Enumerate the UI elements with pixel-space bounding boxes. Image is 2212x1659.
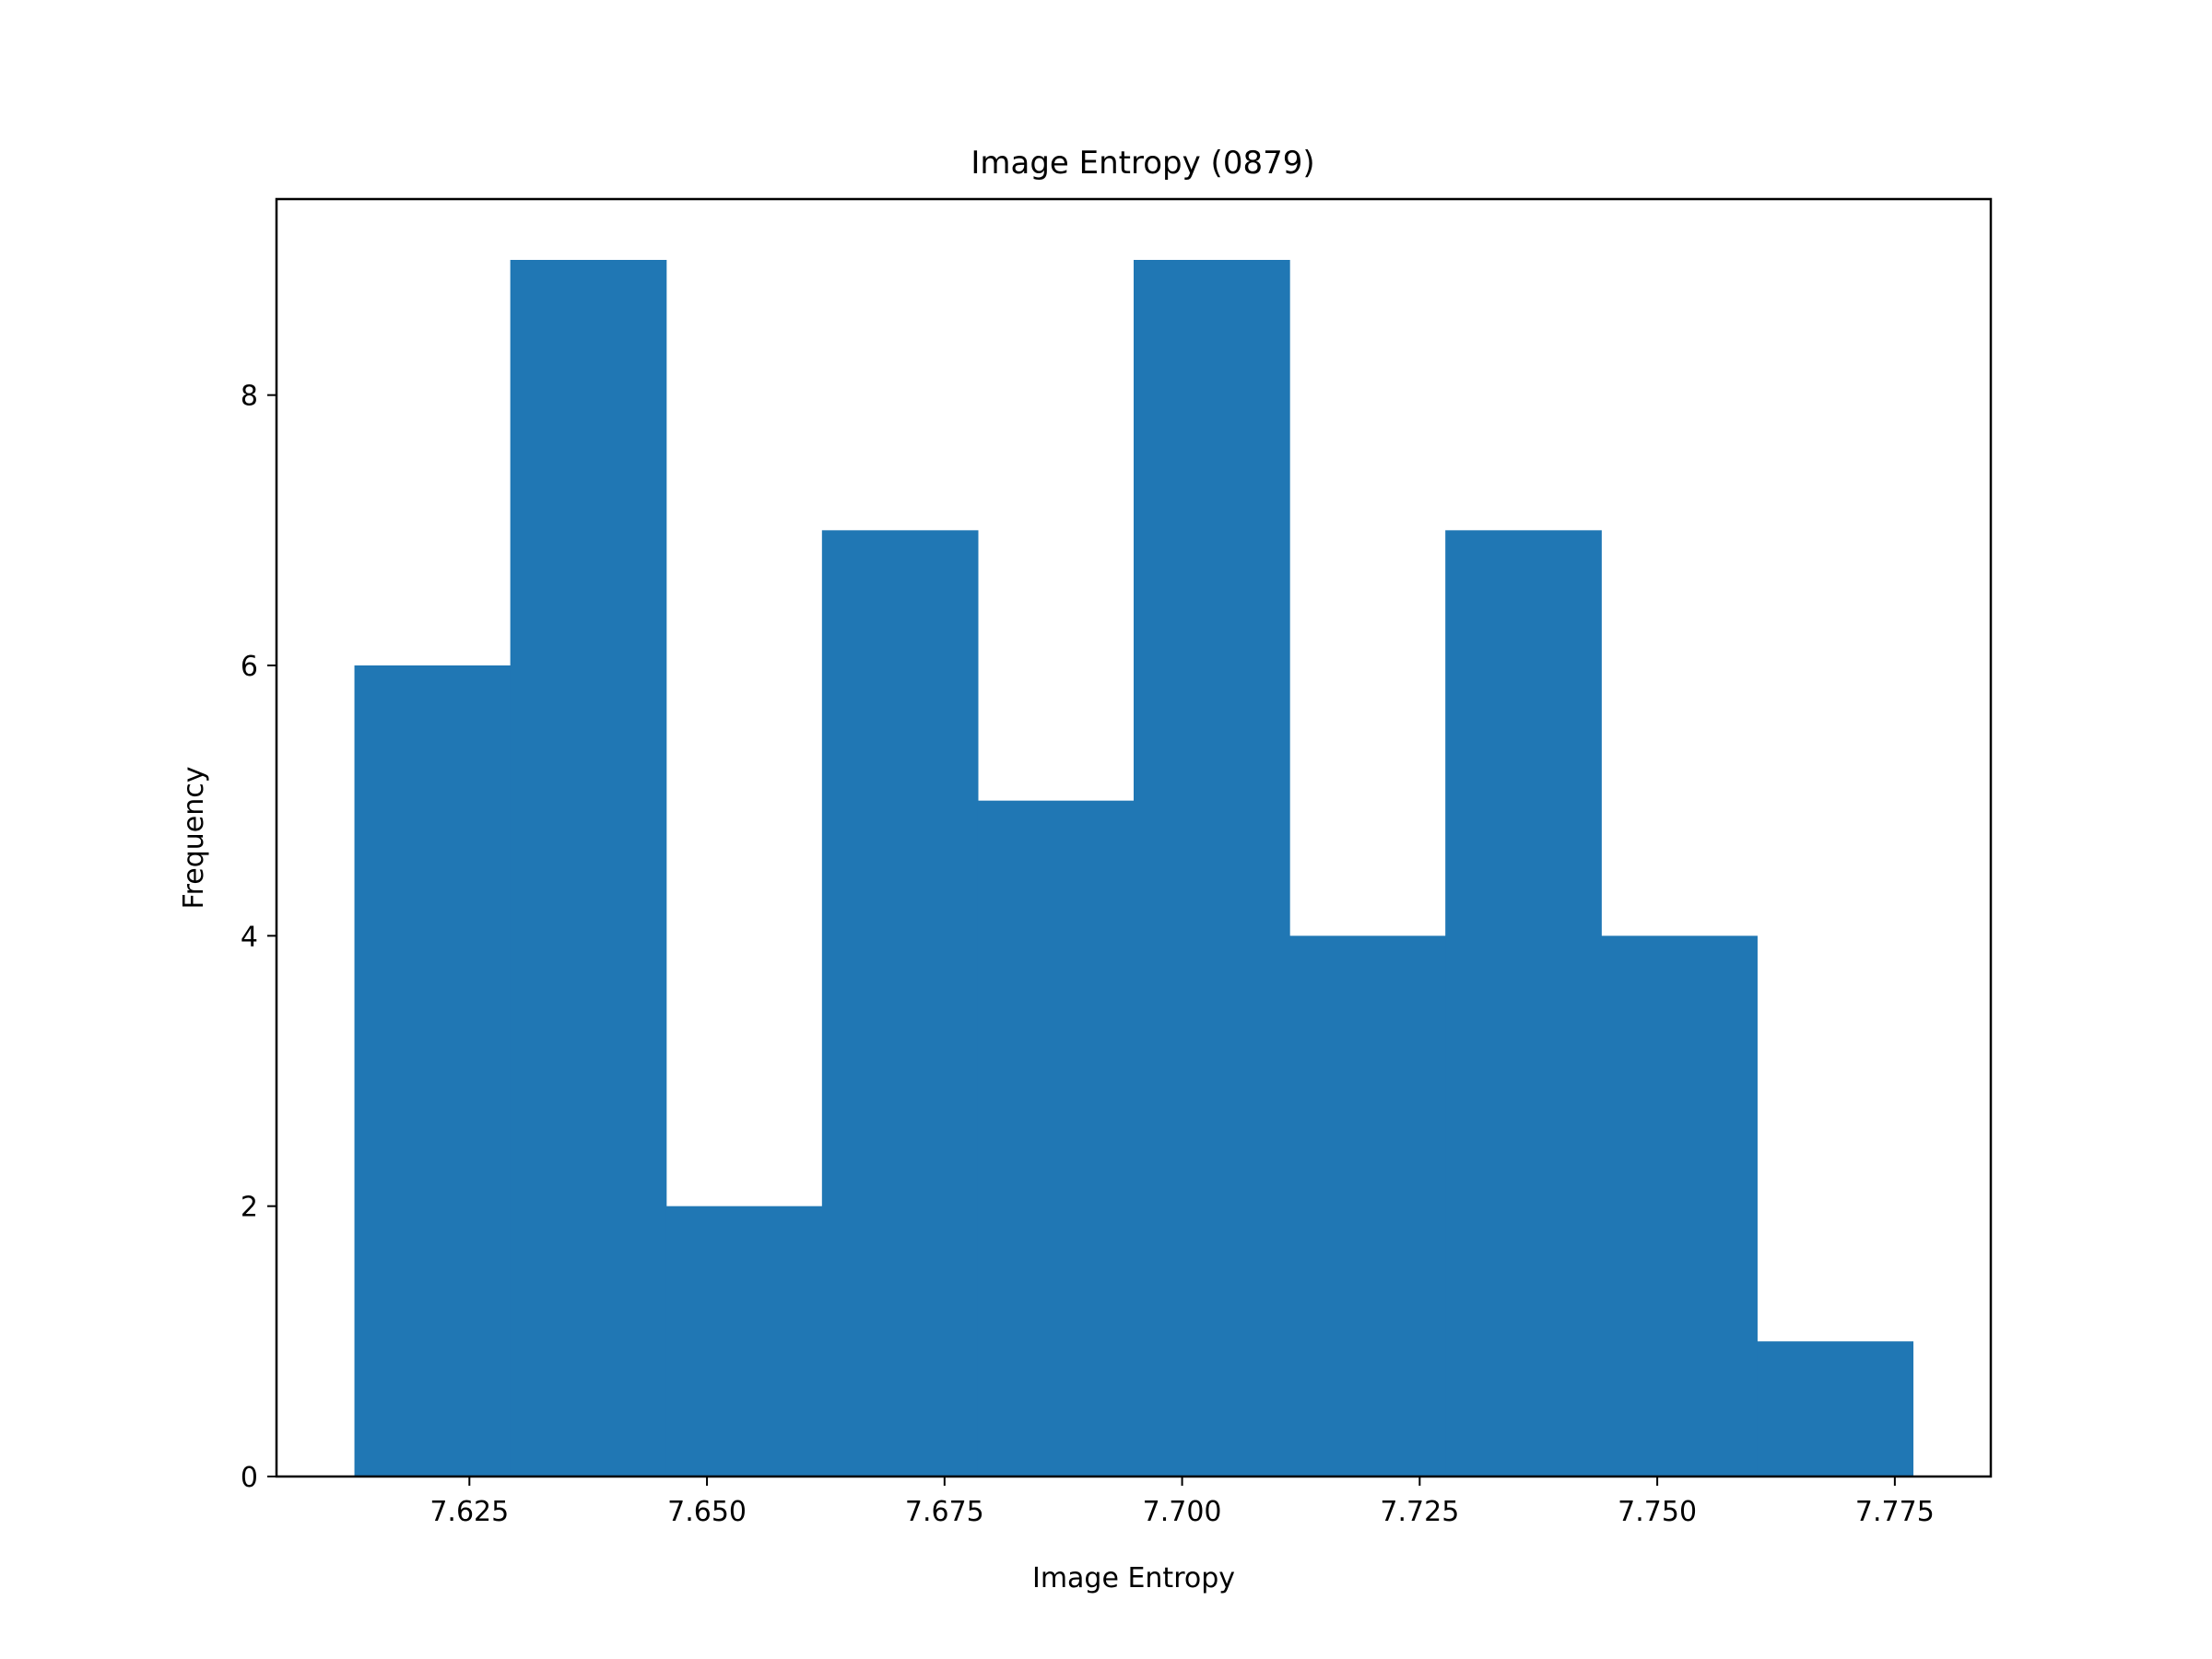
plot-frame — [275, 197, 1993, 1478]
chart-title: Image Entropy (0879) — [971, 145, 1314, 182]
histogram-bar — [821, 530, 979, 1477]
histogram-bars — [354, 260, 1914, 1477]
histogram-bar — [1134, 260, 1290, 1477]
y-tick-label: 4 — [241, 921, 258, 953]
x-axis-label: Image Entropy — [1032, 1562, 1235, 1594]
y-axis-label: Frequency — [178, 767, 210, 910]
x-tick-label: 7.700 — [1143, 1496, 1222, 1528]
histogram-bar — [510, 260, 667, 1477]
x-tick-label: 7.650 — [667, 1496, 747, 1528]
x-tick-label: 7.750 — [1618, 1496, 1697, 1528]
histogram-bar — [977, 800, 1135, 1477]
histogram-bar — [1757, 1341, 1914, 1477]
x-tick-label: 7.775 — [1855, 1496, 1935, 1528]
y-tick-label: 8 — [241, 381, 258, 413]
x-axis-ticks: 7.625 7.650 7.675 7.700 7.725 7.750 7.775 — [429, 1477, 1935, 1528]
y-tick-label: 0 — [241, 1462, 258, 1494]
histogram-bar — [1445, 530, 1602, 1477]
histogram-bar — [1289, 935, 1446, 1477]
histogram-bar — [665, 1206, 823, 1477]
histogram-bar — [354, 665, 512, 1477]
y-axis-ticks: 0 2 4 6 8 — [241, 381, 276, 1494]
x-tick-label: 7.625 — [429, 1496, 509, 1528]
histogram-bar — [1601, 935, 1758, 1477]
x-tick-label: 7.725 — [1380, 1496, 1459, 1528]
x-tick-label: 7.675 — [905, 1496, 984, 1528]
y-tick-label: 2 — [241, 1192, 258, 1224]
y-tick-label: 6 — [241, 651, 258, 683]
